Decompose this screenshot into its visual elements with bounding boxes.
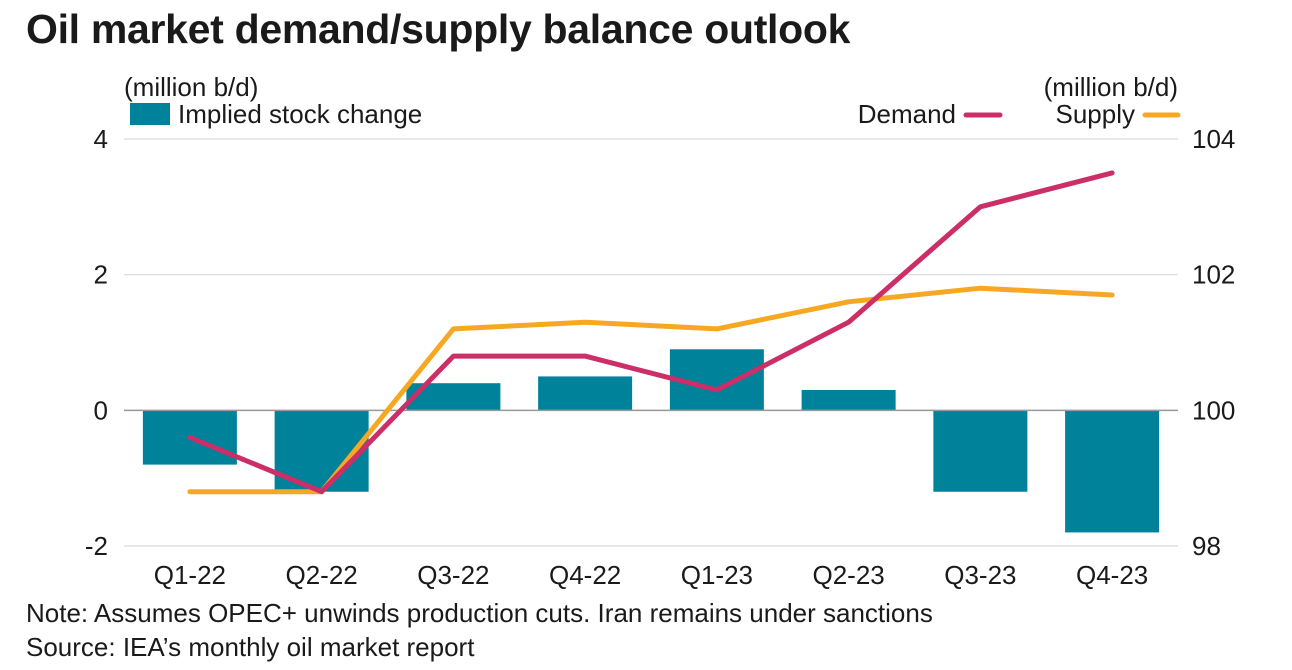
left-tick-label: 0 (94, 395, 108, 425)
chart-title: Oil market demand/supply balance outlook (26, 6, 851, 52)
note-text: Note: Assumes OPEC+ unwinds production c… (26, 598, 933, 628)
x-tick-label: Q3-23 (944, 560, 1016, 590)
left-tick-label: 2 (94, 260, 108, 290)
bar (933, 410, 1028, 492)
line-series (187, 170, 1115, 495)
right-tick-label: 98 (1192, 531, 1221, 561)
x-tick-label: Q4-22 (549, 560, 621, 590)
x-tick-label: Q1-23 (681, 560, 753, 590)
x-tick-label: Q3-22 (417, 560, 489, 590)
right-tick-label: 102 (1192, 260, 1235, 290)
right-tick-label: 104 (1192, 124, 1235, 154)
x-tick-label: Q1-22 (154, 560, 226, 590)
x-axis-ticks: Q1-22 Q2-22 Q3-22 Q4-22 Q1-23 Q2-23 Q3-23 Q4-23 (154, 560, 1149, 590)
source-text: Source: IEA’s monthly oil market report (26, 632, 475, 662)
x-tick-label: Q4-23 (1076, 560, 1148, 590)
legend-bar-label: Implied stock change (178, 99, 422, 129)
right-axis-label: (million b/d) (1044, 72, 1178, 102)
bar (1065, 410, 1160, 533)
left-axis-label: (million b/d) (124, 72, 258, 102)
legend-supply-label: Supply (1056, 99, 1136, 129)
bar (801, 389, 896, 411)
left-tick-label: 4 (94, 124, 108, 154)
x-tick-label: Q2-22 (285, 560, 357, 590)
demand-line (187, 170, 1115, 495)
right-tick-label: 100 (1192, 395, 1235, 425)
left-axis-ticks: 4 2 0 -2 (85, 124, 108, 561)
right-axis-ticks: 104 102 100 98 (1192, 124, 1235, 561)
legend-demand-label: Demand (858, 99, 956, 129)
legend-bar-swatch (130, 103, 170, 125)
bar-series-implied-stock-change (142, 349, 1160, 533)
left-tick-label: -2 (85, 531, 108, 561)
gridlines (124, 138, 1178, 547)
bar (538, 376, 633, 411)
supply-line (187, 285, 1115, 495)
x-tick-label: Q2-23 (812, 560, 884, 590)
